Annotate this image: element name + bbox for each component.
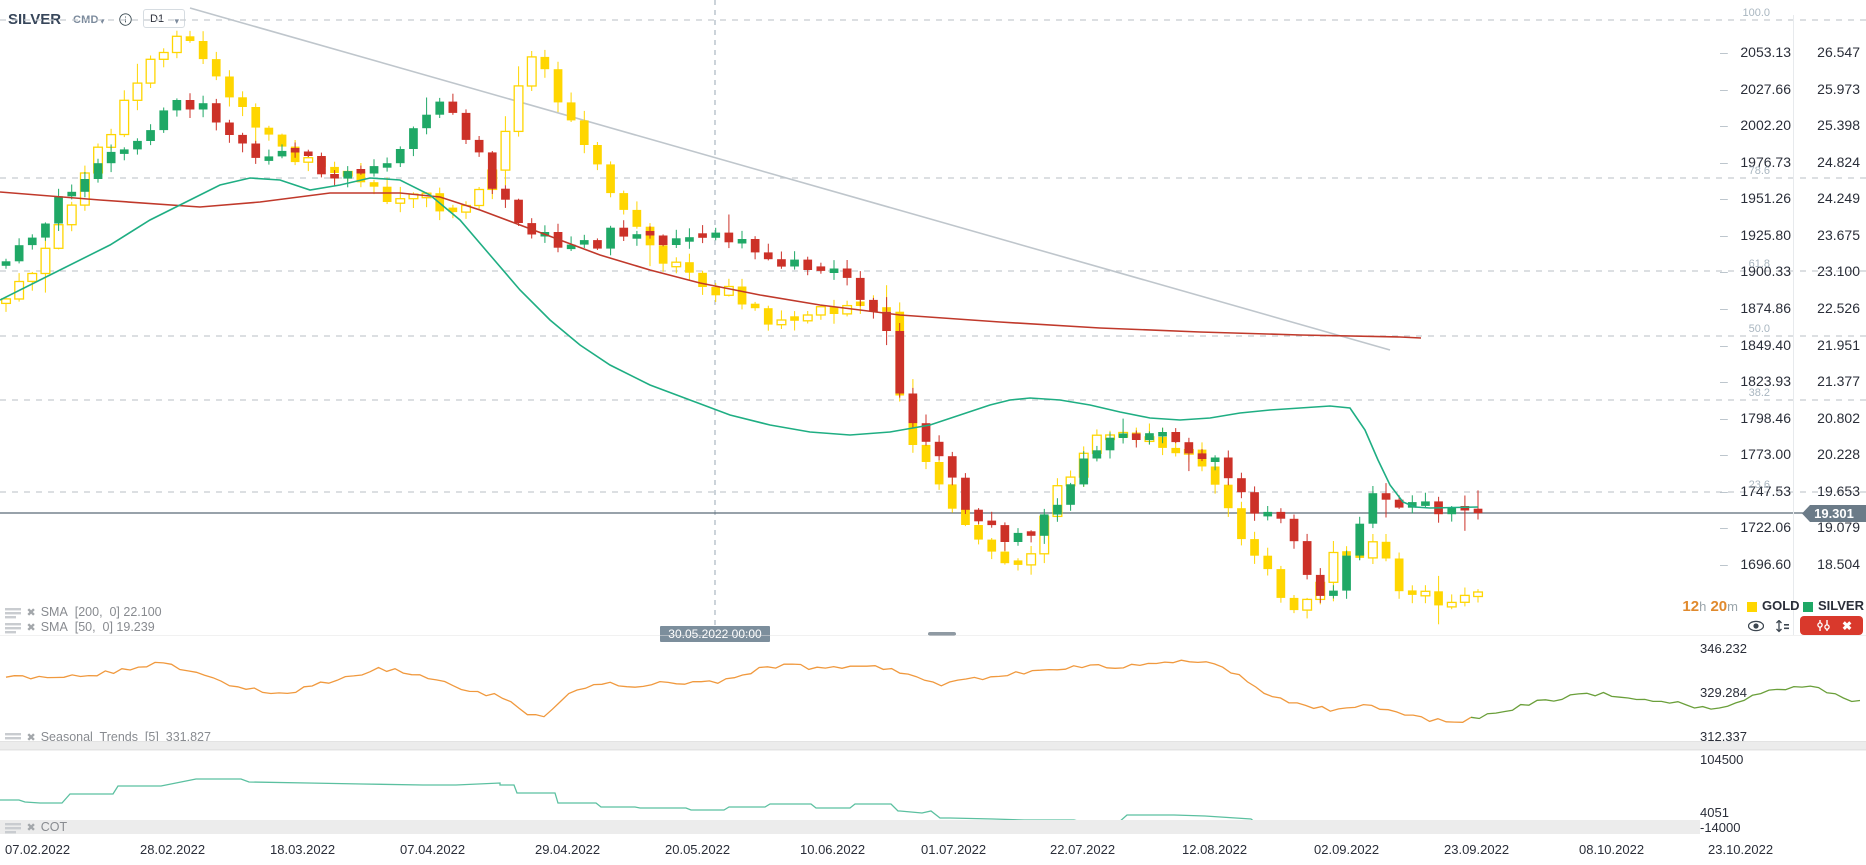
svg-text:✖: ✖ [1842, 619, 1852, 633]
